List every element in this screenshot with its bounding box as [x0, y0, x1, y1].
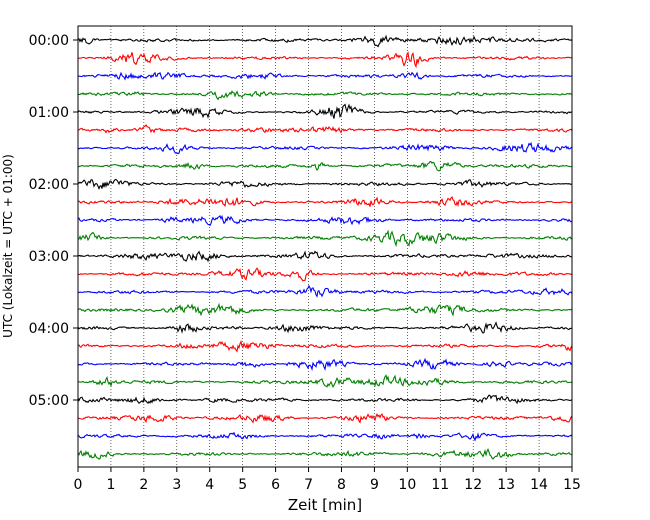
- x-tick-label: 4: [205, 477, 214, 493]
- trace-line: [77, 229, 573, 248]
- trace-line: [77, 90, 573, 101]
- trace-line: [77, 284, 573, 298]
- x-tick-label: 7: [304, 477, 313, 493]
- trace-group: [77, 34, 573, 460]
- plot-frame: [77, 25, 573, 468]
- y-tick-label: 03:00: [29, 249, 69, 265]
- trace-line: [77, 34, 573, 48]
- x-tick-label: 15: [563, 477, 581, 493]
- trace-line: [77, 71, 573, 81]
- x-tick-label: 10: [398, 477, 416, 493]
- x-tick-label: 13: [497, 477, 515, 493]
- trace-line: [77, 321, 573, 334]
- x-tick-label: 14: [530, 477, 548, 493]
- trace-line: [77, 267, 573, 282]
- x-tick-label: 9: [370, 477, 379, 493]
- trace-line: [77, 141, 573, 155]
- trace-line: [77, 103, 573, 119]
- y-tick-label: 01:00: [29, 105, 69, 121]
- x-axis-label: Zeit [min]: [288, 496, 362, 514]
- trace-line: [77, 51, 573, 69]
- y-axis-label: UTC (Lokalzeit = UTC + 01:00): [1, 154, 15, 338]
- x-tick-label: 0: [74, 477, 83, 493]
- trace-line: [77, 195, 573, 208]
- plot-area: [78, 26, 572, 467]
- trace-line: [77, 413, 573, 424]
- y-tick-label: 00:00: [29, 33, 69, 49]
- trace-line: [77, 431, 573, 442]
- y-axis-ticks: 00:00 01:00 02:00 03:00 04:00 05:00: [29, 33, 78, 409]
- x-tick-label: 6: [271, 477, 280, 493]
- x-tick-label: 12: [464, 477, 482, 493]
- x-axis-ticks: 0 1 2 3 4 5 6 7 8 9 10 11 12 13 14 15: [74, 467, 581, 493]
- trace-line: [77, 178, 573, 190]
- x-tick-label: 8: [337, 477, 346, 493]
- trace-line: [77, 124, 573, 134]
- x-tick-label: 2: [139, 477, 148, 493]
- trace-line: [77, 357, 573, 372]
- x-tick-label: 3: [172, 477, 181, 493]
- trace-line: [77, 250, 573, 263]
- trace-line: [77, 339, 573, 353]
- x-tick-label: 11: [431, 477, 449, 493]
- x-tick-label: 1: [106, 477, 115, 493]
- y-tick-label: 02:00: [29, 177, 69, 193]
- trace-line: [77, 374, 573, 389]
- y-tick-label: 04:00: [29, 321, 69, 337]
- trace-line: [77, 394, 573, 405]
- trace-line: [77, 302, 573, 317]
- y-tick-label: 05:00: [29, 393, 69, 409]
- trace-line: [77, 214, 573, 227]
- trace-line: [77, 161, 573, 172]
- x-tick-label: 5: [238, 477, 247, 493]
- trace-line: [77, 448, 573, 460]
